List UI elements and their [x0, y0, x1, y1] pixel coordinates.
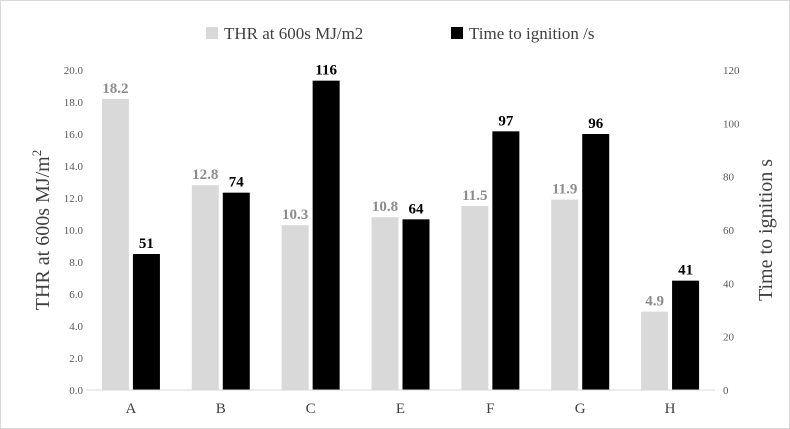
x-tick-label: C — [306, 401, 316, 417]
data-label-thr: 11.5 — [462, 188, 487, 204]
data-label-thr: 12.8 — [192, 167, 218, 183]
legend: THR at 600s MJ/m2 Time to ignition /s — [206, 24, 594, 43]
data-label-thr: 4.9 — [645, 294, 664, 310]
legend-swatch-thr — [206, 27, 218, 39]
bar-thr — [371, 217, 399, 390]
data-label-time: 97 — [498, 113, 514, 129]
right-tick-label: 120 — [723, 65, 740, 77]
bar-time-to-ignition — [672, 280, 700, 390]
data-label-time: 64 — [409, 201, 425, 217]
data-label-time: 96 — [588, 116, 604, 132]
right-tick-label: 60 — [723, 225, 735, 237]
bar-time-to-ignition — [222, 192, 250, 390]
data-label-time: 116 — [315, 63, 337, 79]
left-tick-label: 14.0 — [64, 161, 84, 173]
right-tick-label: 0 — [723, 385, 729, 397]
left-tick-label: 12.0 — [64, 193, 84, 205]
left-tick-label: 8.0 — [69, 257, 83, 269]
bar-thr — [281, 225, 309, 390]
data-label-thr: 11.9 — [552, 182, 577, 198]
bar-time-to-ignition — [492, 131, 520, 391]
right-axis-ticks: 0 20 40 60 80 100 120 — [723, 65, 740, 397]
data-label-time: 41 — [678, 263, 693, 279]
legend-swatch-time — [451, 27, 463, 39]
bar-time-to-ignition — [402, 219, 430, 390]
bar-thr — [101, 98, 129, 391]
left-tick-label: 18.0 — [64, 97, 84, 109]
left-tick-label: 10.0 — [64, 225, 84, 237]
left-tick-label: 0.0 — [69, 385, 83, 397]
x-tick-label: B — [216, 401, 226, 417]
left-tick-label: 2.0 — [69, 353, 83, 365]
data-labels: 18.2 51 12.8 74 10.3 116 10.8 64 11.5 97 11.9 96 4.9… — [102, 63, 693, 310]
x-tick-label: H — [665, 401, 676, 417]
bars — [101, 80, 700, 391]
bar-time-to-ignition — [132, 254, 160, 390]
legend-label-time: Time to ignition /s — [469, 24, 594, 43]
bar-thr — [641, 311, 669, 390]
x-tick-label: E — [396, 401, 405, 417]
left-tick-label: 4.0 — [69, 321, 83, 333]
x-tick-label: F — [486, 401, 494, 417]
left-tick-label: 16.0 — [64, 129, 84, 141]
left-axis-title: THR at 600s MJ/m2 — [29, 150, 54, 310]
data-label-thr: 18.2 — [102, 81, 128, 97]
left-axis-title-main: THR at 600s MJ/m — [32, 156, 54, 310]
left-axis-title-superscript: 2 — [29, 150, 44, 157]
left-tick-label: 20.0 — [64, 65, 84, 77]
right-tick-label: 100 — [723, 118, 740, 130]
legend-label-thr: THR at 600s MJ/m2 — [224, 24, 363, 43]
bar-thr — [551, 199, 579, 390]
bar-thr — [461, 206, 489, 390]
bar-time-to-ignition — [312, 80, 340, 391]
right-tick-label: 20 — [723, 332, 735, 344]
bar-thr — [191, 185, 219, 390]
bar-time-to-ignition — [582, 134, 610, 390]
left-axis-ticks: 0.0 2.0 4.0 6.0 8.0 10.0 12.0 14.0 16.0 18.0 20.0 — [64, 65, 84, 397]
right-tick-label: 40 — [723, 278, 735, 290]
x-tick-label: G — [575, 401, 586, 417]
data-label-time: 74 — [229, 175, 245, 191]
right-axis-title: Time to ignition s — [755, 159, 777, 301]
x-tick-label: A — [126, 401, 137, 417]
data-label-thr: 10.8 — [372, 199, 398, 215]
data-label-time: 51 — [139, 236, 154, 252]
right-tick-label: 80 — [723, 172, 735, 184]
left-tick-label: 6.0 — [69, 289, 83, 301]
data-label-thr: 10.3 — [282, 207, 308, 223]
